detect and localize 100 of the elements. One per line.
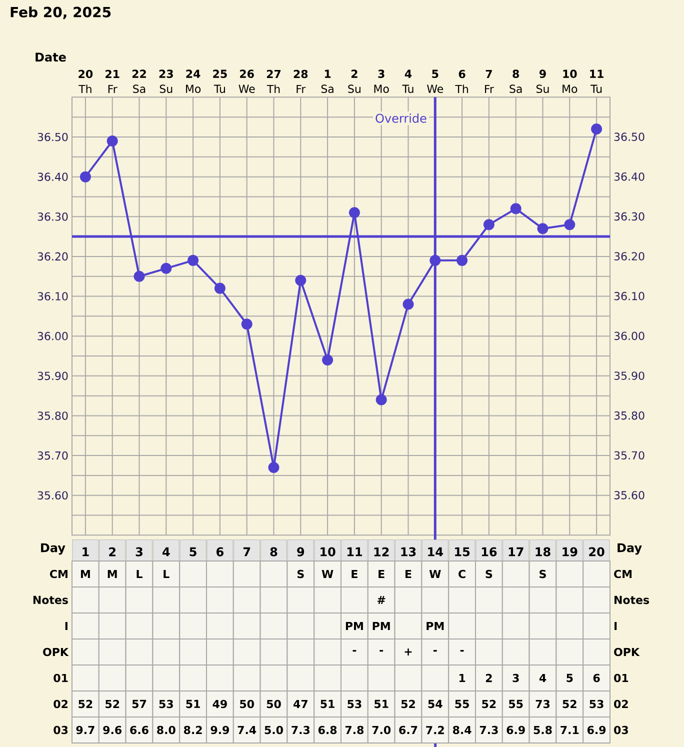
y2-tick-label: 35.60 [614,491,644,500]
y-tick-label: 01 [54,674,68,682]
y2-tick-label: CM [614,570,632,578]
text: 9.7 [76,726,94,734]
text: 57 [132,700,146,708]
point [537,223,548,234]
text: 6.9 [506,726,525,734]
x-tick-label: 8 [270,547,278,556]
point [402,298,414,310]
y-tick-label: CM [50,570,68,578]
x-tick-label: 23 Su [159,70,173,93]
x-tick-label: 6 Th [455,70,468,93]
text: 1 [459,674,466,682]
y-tick-label: 35.80 [38,412,68,420]
x-tick-label: 22 Sa [132,70,146,93]
y2-tick-label: 36.00 [614,332,644,340]
text: L [164,570,170,578]
point [456,254,468,266]
text: S [486,570,492,578]
text: E [405,570,412,578]
y-tick-label: 35.70 [38,451,68,460]
text: PM [372,622,390,630]
x-axis-title: Date [36,52,66,62]
y-tick-label: 36.20 [38,252,68,261]
x-tick-label: 26 We [238,70,255,93]
x-tick-label: 9 Su [536,70,549,93]
text: 2 [486,674,492,682]
text: 5.0 [264,726,283,734]
y2-tick-label: Notes [614,596,650,604]
x-tick-label: 20 Th [78,70,93,93]
x-tick-label: 28 Fr [294,70,308,93]
text: 7.2 [426,726,444,734]
x-tick-label: 3 [136,547,142,556]
text: 5.8 [534,726,552,734]
y-tick-label: I [65,622,68,630]
y-tick-label: 36.50 [38,132,68,142]
text: S [540,570,546,578]
text: 55 [509,700,523,708]
x-tick-label: 8 Sa [510,70,522,93]
point [564,219,576,230]
x-tick-label: 27 Th [266,70,281,93]
text: 52 [78,700,92,708]
text: 51 [186,700,200,708]
x-tick-label: 3 Mo [374,70,389,93]
text: 7.1 [560,726,579,734]
text: 53 [590,700,604,708]
text: 8.4 [452,726,472,734]
text: 3 [512,674,519,682]
x-tick-label: 11 Tu [590,70,604,93]
point [348,207,360,218]
text: 7.8 [345,726,364,734]
y-tick-label: 36.30 [38,212,68,221]
point [188,254,199,266]
x-tick-label: 5 [190,547,196,556]
text: 52 [562,700,576,708]
x-tick-label: 25 Tu [213,70,227,93]
text: - [433,650,437,652]
text: 6.9 [587,726,606,734]
x-tick-label: 13 [401,547,416,556]
x-tick-label: 10 Mo [562,70,578,93]
point [322,354,334,366]
y2-tick-label: 35.70 [614,451,644,460]
text: 53 [348,700,362,708]
x-tick-label: 17 [508,547,524,556]
y-tick-label: Notes [33,596,68,604]
text: # [377,596,386,604]
point [160,262,172,274]
text: 6 [593,674,600,682]
text: 7.3 [480,726,498,734]
x-tick-label: 7 Fr [485,70,494,93]
text: 51 [320,700,334,708]
text: 8.0 [157,726,176,734]
text: - [380,650,384,652]
y2-tick-label: 36.50 [614,132,644,141]
text: 47 [293,700,308,708]
point [376,394,387,406]
x-tick-label: 14 [428,547,443,556]
y2-tick-label: 01 [614,674,628,682]
y-tick-label: 35.90 [38,372,68,380]
text: 51 [374,700,388,708]
text: W [429,570,441,578]
x-tick-label: 15 [455,547,470,556]
x-tick-label: 11 [347,547,362,556]
point [106,135,118,146]
x-tick-label: 18 [536,547,550,556]
text: M [80,570,90,578]
y2-tick-label: 36.40 [614,172,644,181]
point [430,254,441,266]
text: W [322,570,334,578]
y2-tick-label: 36.30 [614,212,644,221]
text: 9.6 [103,726,122,734]
ref-line-label: Override [376,114,426,123]
text: PM [346,622,363,630]
y2-tick-label: 36.20 [614,252,644,260]
text: 55 [455,700,469,708]
text: 50 [266,700,281,708]
y2-tick-label: 02 [614,700,628,708]
y2-tick-label: I [614,622,617,630]
y-tick-label: 35.60 [38,491,68,500]
text: 4 [539,674,546,682]
